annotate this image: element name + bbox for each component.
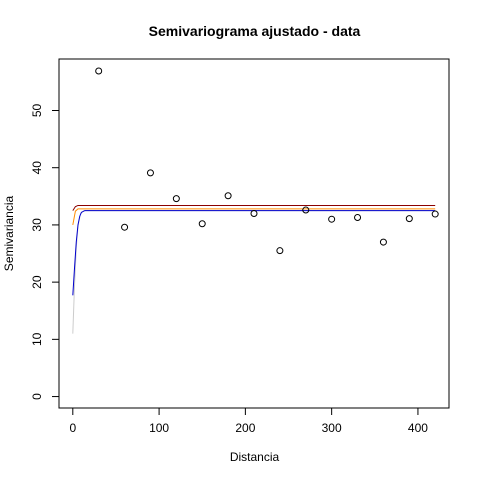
data-point	[172, 195, 180, 203]
x-tick-label: 400	[408, 421, 428, 435]
x-tick-label: 200	[235, 421, 255, 435]
series-layer	[72, 204, 436, 334]
model-line-3	[72, 210, 436, 296]
data-point	[405, 215, 413, 223]
y-axis-label: Semivariancia	[2, 195, 16, 271]
model-line-2	[72, 208, 436, 226]
data-point	[431, 210, 439, 218]
y-tick-label: 20	[30, 275, 44, 289]
data-point	[328, 215, 336, 223]
data-point	[224, 192, 232, 200]
data-point	[276, 247, 284, 255]
x-axis: 0 100 200 300 400	[69, 407, 428, 435]
data-point	[302, 206, 310, 214]
data-point	[198, 220, 206, 228]
y-tick-label: 0	[30, 393, 44, 400]
plot-frame	[58, 58, 450, 409]
y-axis: 0 10 20 30 40 50	[30, 103, 60, 400]
data-point	[121, 223, 129, 231]
y-tick-label: 10	[30, 332, 44, 346]
data-point	[95, 67, 103, 75]
x-tick-label: 100	[149, 421, 169, 435]
data-point	[354, 213, 362, 221]
y-tick-label: 50	[30, 103, 44, 117]
x-tick-label: 0	[69, 421, 76, 435]
points-layer	[95, 67, 439, 255]
chart-title: Semivariograma ajustado - data	[149, 23, 361, 39]
x-tick-label: 300	[322, 421, 342, 435]
data-point	[379, 238, 387, 246]
data-point	[250, 209, 258, 217]
data-point	[146, 169, 154, 177]
x-axis-label: Distancia	[230, 450, 280, 464]
model-line-4	[72, 204, 436, 211]
y-tick-label: 40	[30, 161, 44, 175]
y-tick-label: 30	[30, 218, 44, 232]
